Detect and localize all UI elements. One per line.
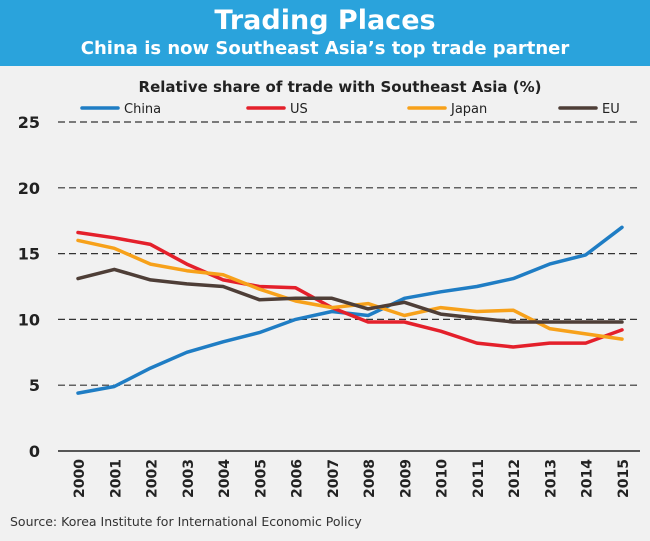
legend-label-china: China [124, 102, 161, 117]
y-tick-label-5: 5 [29, 376, 40, 395]
x-tick-label-2000: 2000 [72, 459, 88, 498]
legend-label-japan: Japan [450, 102, 487, 117]
series-line-china [76, 225, 624, 395]
x-tick-label-2004: 2004 [217, 459, 233, 498]
header-banner: Trading Places China is now Southeast As… [0, 0, 650, 66]
x-tick-label-2010: 2010 [435, 459, 451, 498]
y-tick-label-25: 25 [18, 113, 40, 132]
chart-title: Relative share of trade with Southeast A… [139, 78, 542, 96]
y-tick-label-10: 10 [18, 310, 40, 329]
series-line-us [76, 230, 624, 349]
x-tick-label-2012: 2012 [507, 459, 523, 498]
legend-label-us: US [290, 102, 308, 117]
line-chart: Relative share of trade with Southeast A… [18, 78, 640, 498]
legend-label-eu: EU [602, 102, 620, 117]
x-tick-label-2005: 2005 [253, 459, 269, 498]
x-tick-label-2002: 2002 [145, 459, 161, 498]
x-tick-label-2013: 2013 [543, 459, 559, 498]
y-tick-label-20: 20 [18, 179, 40, 198]
x-tick-label-2001: 2001 [108, 459, 124, 498]
x-tick-label-2015: 2015 [616, 459, 632, 498]
x-tick-label-2011: 2011 [471, 459, 487, 498]
y-tick-label-0: 0 [29, 442, 40, 461]
page-title: Trading Places [214, 5, 436, 36]
series-line-japan [76, 238, 624, 341]
x-tick-label-2008: 2008 [362, 459, 378, 498]
series-line-eu [76, 267, 624, 324]
x-tick-label-2007: 2007 [326, 459, 342, 498]
page-subtitle: China is now Southeast Asia’s top trade … [80, 38, 570, 59]
x-tick-label-2003: 2003 [181, 459, 197, 498]
x-tick-label-2014: 2014 [580, 459, 596, 498]
source-note: Source: Korea Institute for Internationa… [10, 514, 362, 529]
x-tick-label-2006: 2006 [290, 459, 306, 498]
y-tick-label-15: 15 [18, 245, 40, 264]
x-tick-label-2009: 2009 [398, 459, 414, 498]
